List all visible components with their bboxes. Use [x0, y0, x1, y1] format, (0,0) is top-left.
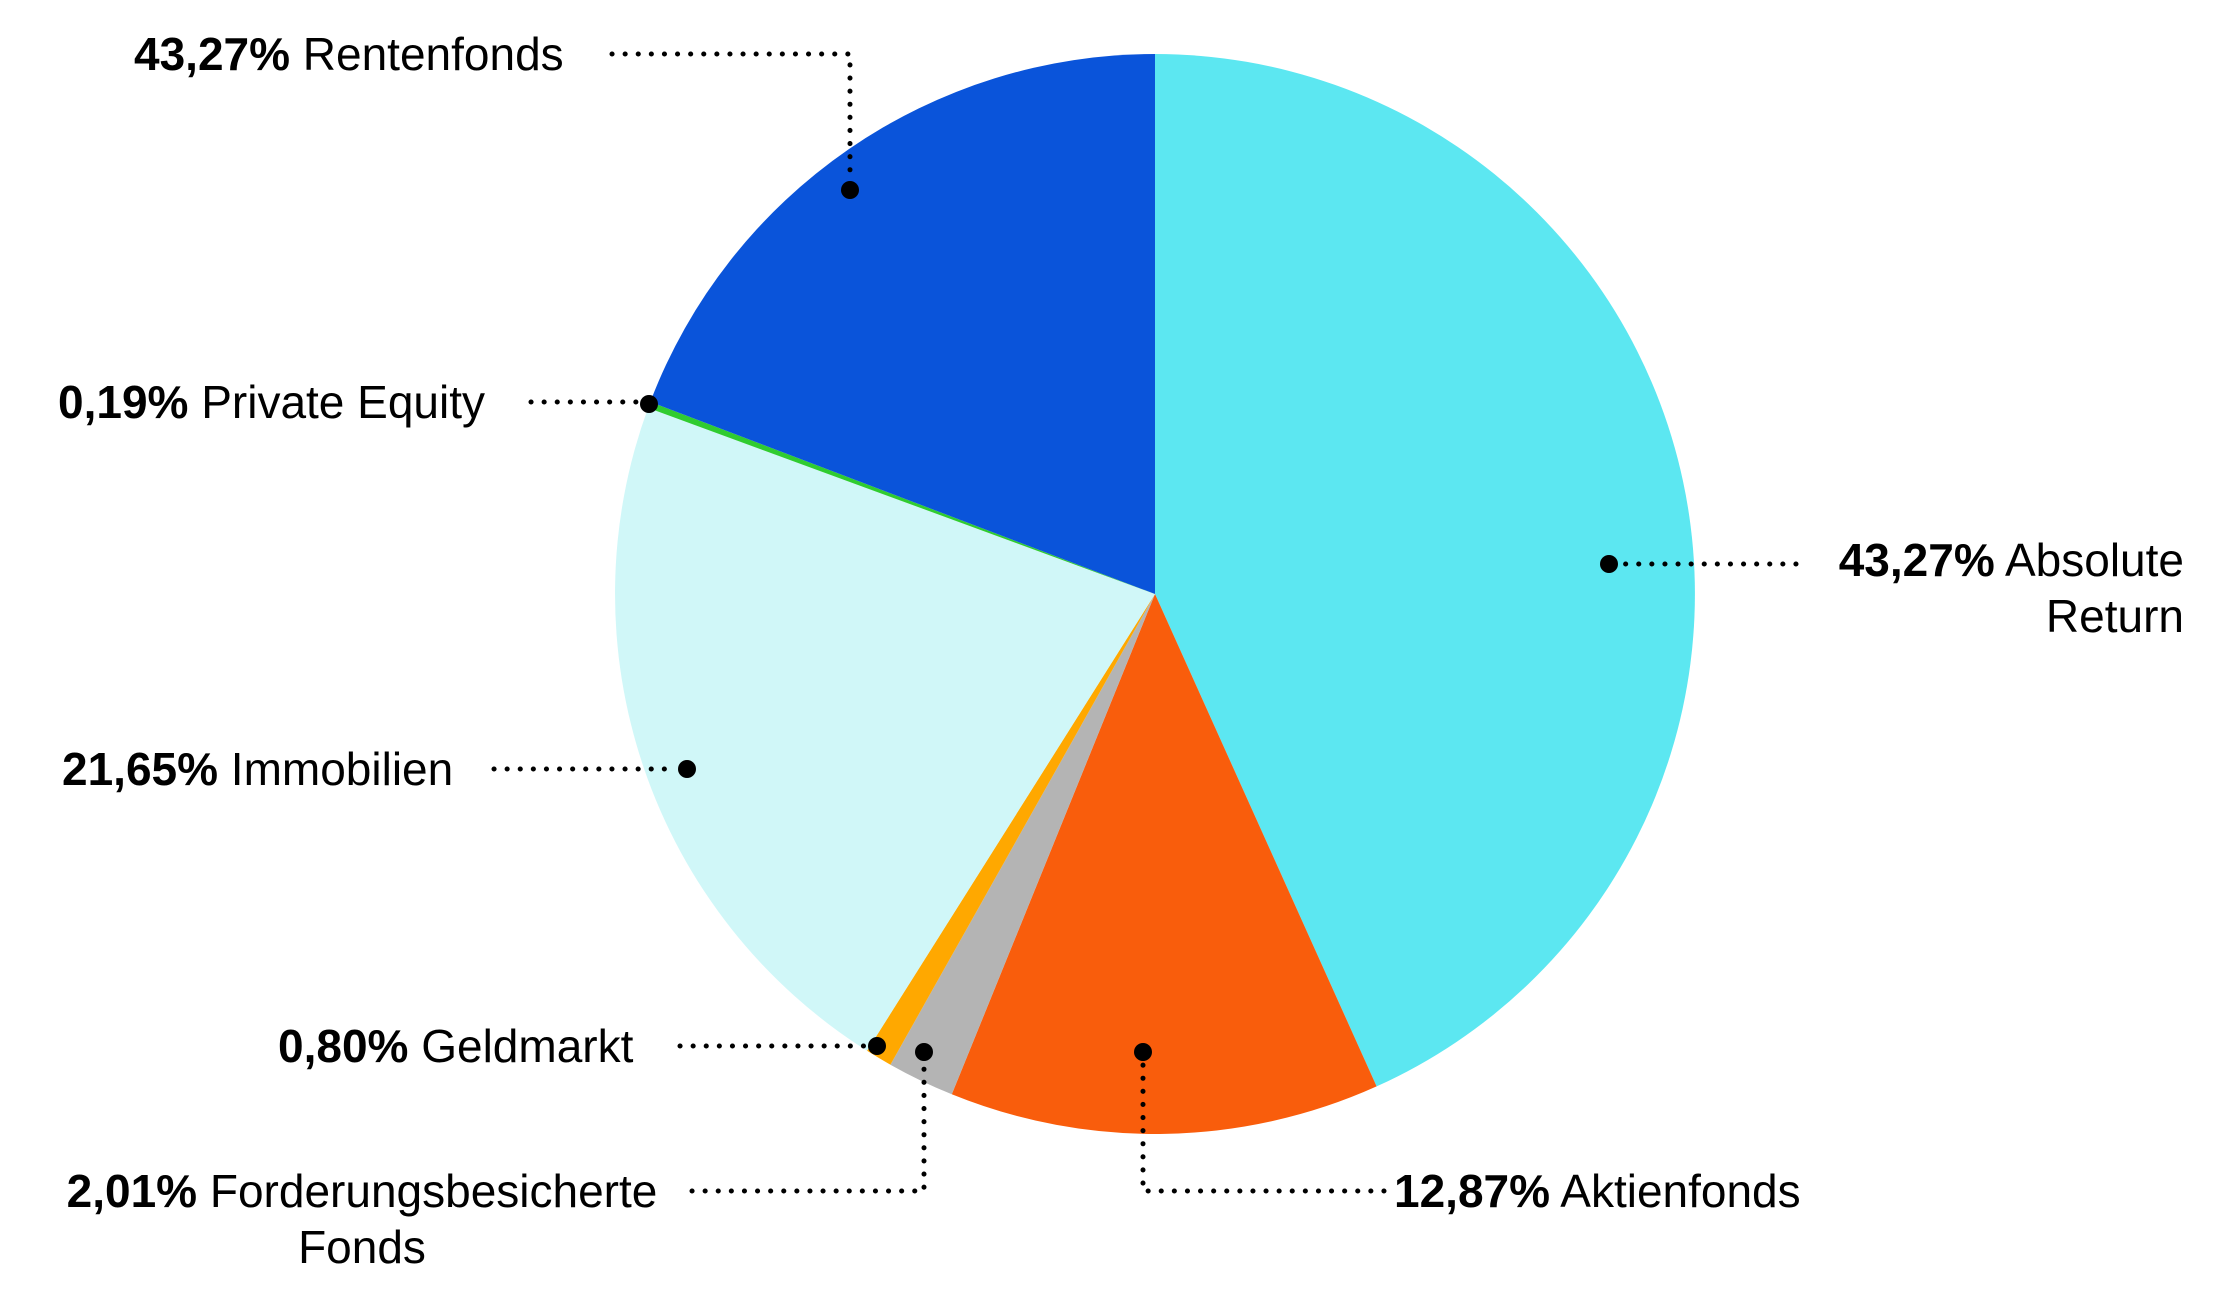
pie-slice-geldmarkt: [867, 594, 1155, 1065]
name-forderungsbesicherte-fonds: Forderungsbesicherte Fonds: [209, 1165, 658, 1273]
leader-dot-private-equity: [640, 395, 658, 413]
pct-aktienfonds: 12,87%: [1394, 1165, 1551, 1217]
callout-absolute-return: 43,27% Absolute Return: [1806, 532, 2184, 644]
pct-private-equity: 0,19%: [58, 376, 189, 428]
callout-forderungsbesicherte-fonds: 2,01% Forderungsbesicherte Fonds: [36, 1163, 688, 1275]
leader-lines: [491, 51, 1799, 1194]
name-aktienfonds: Aktienfonds: [1560, 1165, 1801, 1217]
callout-rentenfonds: 43,27% Rentenfonds: [134, 26, 564, 82]
pie-slice-forderungsbesicherte-fonds: [890, 594, 1155, 1095]
pie-slices: [615, 53, 1695, 1134]
leader-dot-aktienfonds: [1134, 1043, 1152, 1061]
pct-forderungsbesicherte-fonds: 2,01%: [66, 1165, 198, 1217]
leader-dot-rentenfonds: [841, 181, 859, 199]
name-rentenfonds: Rentenfonds: [302, 28, 564, 80]
pct-geldmarkt: 0,80%: [278, 1020, 409, 1072]
callout-private-equity: 0,19% Private Equity: [58, 374, 485, 430]
leader-dot-geldmarkt: [868, 1037, 886, 1055]
leader-dot-absolute-return: [1600, 555, 1618, 573]
leader-line-forderungsbesicherte-fonds: [689, 1061, 927, 1194]
pie-slice-rentenfonds: [650, 53, 1155, 594]
pie-slice-absolute-return: [1155, 54, 1695, 1087]
leader-dot-immobilien: [678, 760, 696, 778]
callout-immobilien: 21,65% Immobilien: [62, 741, 453, 797]
leader-line-aktienfonds: [1140, 1061, 1387, 1194]
callout-aktienfonds: 12,87% Aktienfonds: [1394, 1163, 1801, 1219]
name-geldmarkt: Geldmarkt: [421, 1020, 634, 1072]
pie-slice-immobilien: [615, 407, 1155, 1051]
leader-dot-forderungsbesicherte-fonds: [915, 1043, 933, 1061]
leader-line-rentenfonds: [609, 51, 853, 183]
callout-geldmarkt: 0,80% Geldmarkt: [278, 1018, 633, 1074]
pct-immobilien: 21,65%: [62, 743, 219, 795]
pct-rentenfonds: 43,27%: [134, 28, 291, 80]
pie-slice-aktienfonds: [951, 594, 1377, 1134]
pct-absolute-return: 43,27%: [1838, 534, 1995, 586]
pie-slice-private-equity: [648, 401, 1155, 594]
name-private-equity: Private Equity: [201, 376, 486, 428]
name-absolute-return: Absolute Return: [2004, 534, 2184, 642]
name-immobilien: Immobilien: [230, 743, 454, 795]
